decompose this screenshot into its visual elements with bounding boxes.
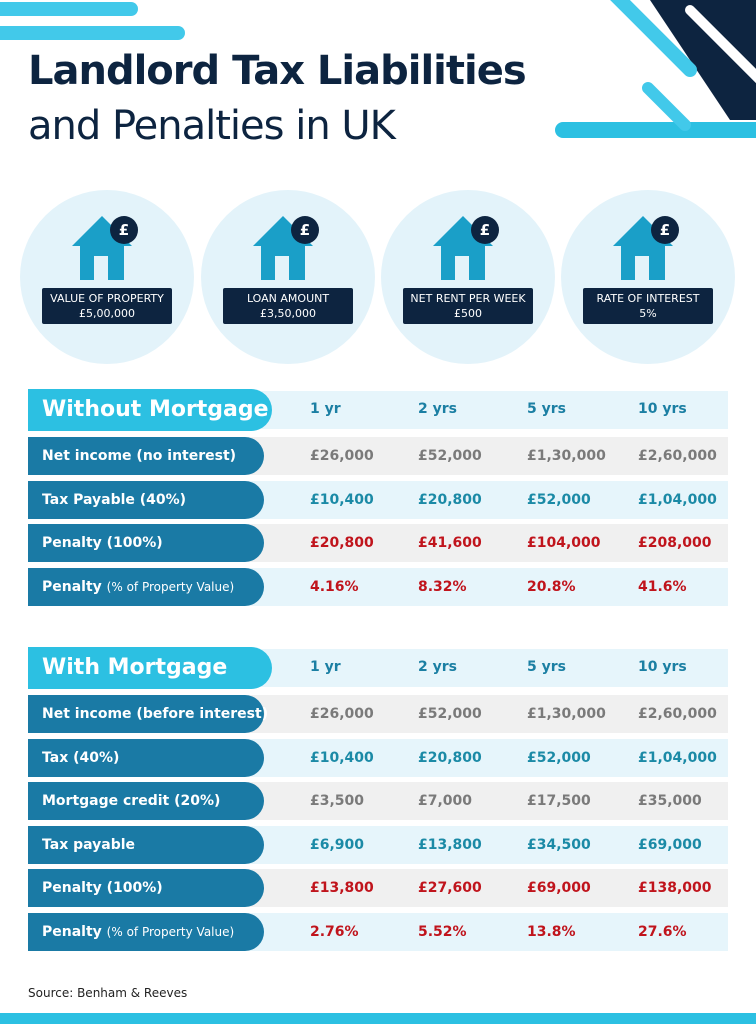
- cell: 13.8%: [527, 923, 576, 940]
- decoration: [0, 0, 756, 138]
- row-label: Mortgage credit (20%): [28, 782, 264, 820]
- cell: £26,000: [310, 706, 374, 722]
- row-label-text: Tax Payable (40%): [42, 491, 187, 508]
- icon: £: [253, 216, 319, 280]
- stat-value: 5%: [639, 307, 657, 320]
- row-label: Tax Payable (40%): [28, 480, 264, 519]
- cell: £1,30,000: [527, 706, 606, 722]
- stat-badge: NET RENT PER WEEK £500: [403, 288, 533, 324]
- column-header: 2 yrs: [418, 659, 457, 675]
- cell: £10,400: [310, 491, 374, 508]
- stat-badge: VALUE OF PROPERTY £5,00,000: [42, 288, 172, 324]
- column-header: 10 yrs: [638, 659, 687, 675]
- cell: £2,60,000: [638, 706, 717, 722]
- cell: £17,500: [527, 793, 591, 809]
- icon: £: [433, 216, 499, 280]
- svg-text:£: £: [660, 221, 670, 239]
- row-label: Penalty (100%): [28, 869, 264, 907]
- cell: £41,600: [418, 535, 482, 551]
- cell: £13,800: [310, 880, 374, 896]
- row-label-text: Tax (40%): [42, 749, 120, 766]
- cell: £10,400: [310, 749, 374, 766]
- stat-value: £5,00,000: [79, 307, 135, 320]
- row-label-note: (% of Property Value): [106, 924, 235, 939]
- row-label-text: Penalty: [42, 923, 102, 940]
- stat-badge: LOAN AMOUNT £3,50,000: [223, 288, 353, 324]
- title: Landlord Tax Liabilities: [28, 48, 527, 94]
- row-label-text: Penalty (100%): [42, 880, 163, 896]
- row-label-text: Penalty (100%): [42, 535, 163, 551]
- cell: 27.6%: [638, 923, 687, 940]
- row-label-text: Net income (no interest): [42, 448, 237, 464]
- row-label: Penalty (% of Property Value): [28, 567, 264, 606]
- cell: £1,04,000: [638, 749, 717, 766]
- cell: £208,000: [638, 535, 712, 551]
- column-header: 1 yr: [310, 659, 341, 675]
- cell: £138,000: [638, 880, 712, 896]
- stat-label: RATE OF INTEREST: [596, 292, 700, 305]
- cell: £1,30,000: [527, 448, 606, 464]
- cell: £69,000: [638, 836, 702, 853]
- row-label: Tax (40%): [28, 738, 264, 777]
- cell: £2,60,000: [638, 448, 717, 464]
- row-label: Tax payable: [28, 825, 264, 864]
- cell: £1,04,000: [638, 491, 717, 508]
- stat-badge: RATE OF INTEREST 5%: [583, 288, 713, 324]
- cell: £52,000: [418, 448, 482, 464]
- cell: £20,800: [418, 491, 482, 508]
- icon: £: [613, 216, 679, 280]
- cell: £13,800: [418, 836, 482, 853]
- row-label: Penalty (100%): [28, 524, 264, 562]
- title: and Penalties in UK: [28, 103, 396, 149]
- row-label-note: (% of Property Value): [106, 579, 235, 594]
- column-header: 2 yrs: [418, 401, 457, 417]
- row-label: Penalty (% of Property Value): [28, 912, 264, 951]
- footer-bar: [0, 1013, 756, 1024]
- cell: 8.32%: [418, 578, 467, 595]
- row-label-text: Net income (before interest): [42, 706, 269, 722]
- cell: £52,000: [527, 491, 591, 508]
- cell: £52,000: [527, 749, 591, 766]
- cell: 5.52%: [418, 923, 467, 940]
- table-title: Without Mortgage: [28, 389, 272, 431]
- stat-value: £3,50,000: [260, 307, 316, 320]
- svg-text:£: £: [300, 221, 310, 239]
- cell: 41.6%: [638, 578, 687, 595]
- cell: £34,500: [527, 836, 591, 853]
- cell: £7,000: [418, 793, 473, 809]
- stat-value: £500: [454, 307, 482, 320]
- table-title: With Mortgage: [28, 647, 272, 689]
- stat-label: LOAN AMOUNT: [246, 292, 330, 305]
- row-label: Net income (no interest): [28, 437, 264, 475]
- cell: £26,000: [310, 448, 374, 464]
- column-header: 10 yrs: [638, 401, 687, 417]
- column-header: 5 yrs: [527, 401, 566, 417]
- row-label-text: Tax payable: [42, 836, 136, 853]
- cell: 2.76%: [310, 923, 359, 940]
- cell: £104,000: [527, 535, 601, 551]
- source: Source: Benham & Reeves: [28, 986, 188, 1000]
- cell: 20.8%: [527, 578, 576, 595]
- column-header: 5 yrs: [527, 659, 566, 675]
- cell: £6,900: [310, 836, 365, 853]
- svg-text:£: £: [480, 221, 490, 239]
- cell: £35,000: [638, 793, 702, 809]
- icon: £: [72, 216, 138, 280]
- row-label: Net income (before interest): [28, 695, 268, 733]
- column-header: 1 yr: [310, 401, 341, 417]
- stat-label: NET RENT PER WEEK: [410, 292, 526, 305]
- cell: £20,800: [418, 749, 482, 766]
- stat-label: VALUE OF PROPERTY: [50, 292, 164, 305]
- cell: £27,600: [418, 880, 482, 896]
- cell: 4.16%: [310, 578, 359, 595]
- svg-text:£: £: [119, 221, 129, 239]
- cell: £52,000: [418, 706, 482, 722]
- cell: £3,500: [310, 793, 365, 809]
- cell: £69,000: [527, 880, 591, 896]
- cell: £20,800: [310, 535, 374, 551]
- row-label-text: Penalty: [42, 578, 102, 595]
- row-label-text: Mortgage credit (20%): [42, 793, 221, 809]
